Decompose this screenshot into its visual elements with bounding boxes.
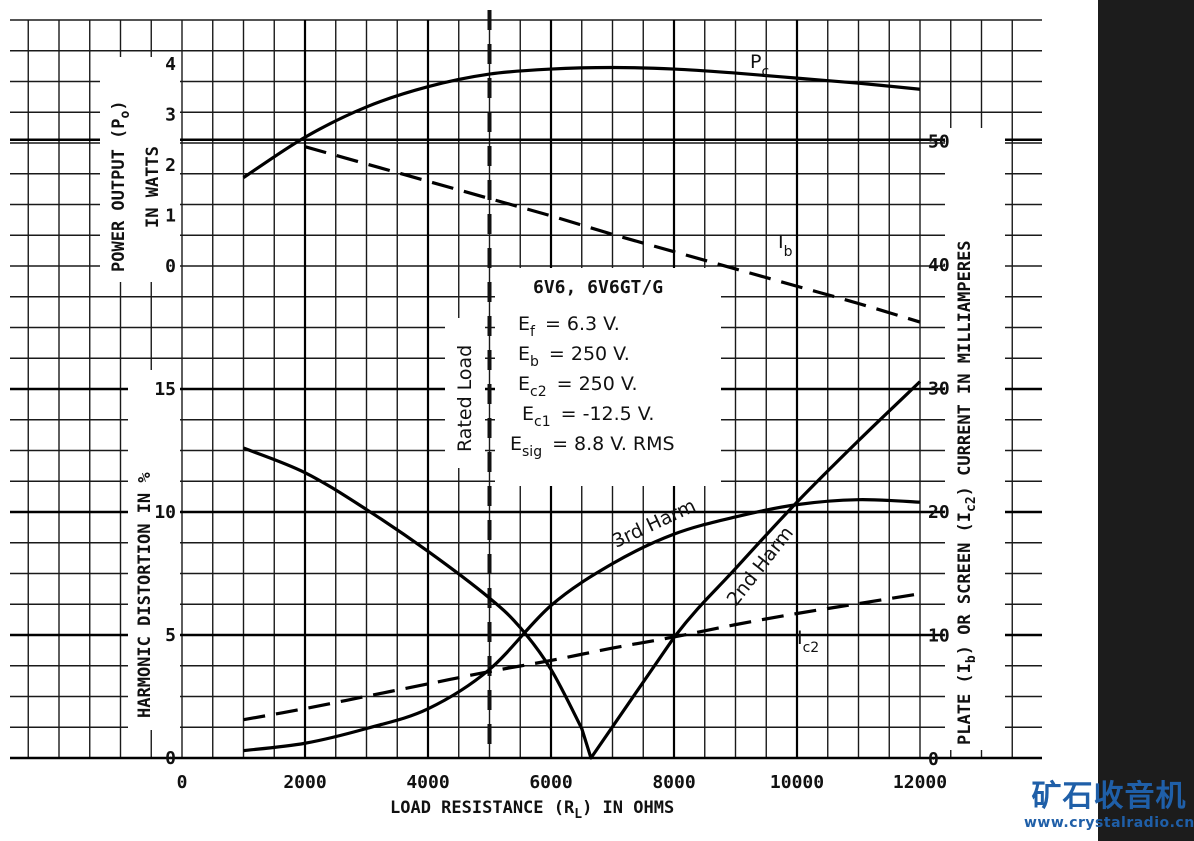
rated-load-label: Rated Load	[454, 345, 476, 452]
current-tick-label: 30	[928, 379, 950, 400]
dark-sidebar	[1098, 0, 1194, 841]
power-axis-title-line1: POWER OUTPUT (Po)	[109, 100, 133, 272]
distortion-tick-label: 5	[165, 625, 176, 646]
x-tick-label: 12000	[893, 772, 947, 793]
x-tick-labels: 0 2000 4000 6000 8000 10000 12000	[177, 772, 948, 793]
power-tick-label: 2	[165, 155, 176, 176]
legend-line: Eb = 250 V.	[518, 343, 630, 370]
current-tick-label: 0	[928, 749, 939, 770]
power-tick-labels: 0 1 2 3 4	[165, 54, 176, 277]
legend-line: Esig = 8.8 V. RMS	[510, 433, 675, 460]
ib-label: Ib	[778, 231, 793, 260]
current-label-panel	[945, 128, 1005, 750]
x-axis-label-panel	[370, 790, 750, 823]
x-tick-label: 0	[177, 772, 188, 793]
legend-line: Ef = 6.3 V.	[518, 313, 620, 340]
third-harm-curve	[243, 498, 921, 753]
x-tick-label: 8000	[652, 772, 695, 793]
curves	[242, 65, 922, 760]
second-harm-curve	[242, 380, 922, 760]
chart: 0 2000 4000 6000 8000 10000 12000 0 1 2 3 4 0 5 10 15…	[10, 10, 1042, 823]
legend-box	[495, 268, 721, 486]
watermark-logo: 矿石收音机 www.crystalradio.cn	[1024, 780, 1194, 832]
current-tick-label: 20	[928, 502, 950, 523]
power-tick-label: 0	[165, 256, 176, 277]
ic2-curve	[243, 592, 921, 722]
power-tick-label: 1	[165, 206, 176, 227]
second-harm-label: 2nd Harm	[723, 522, 798, 610]
watermark-url: www.crystalradio.cn	[1024, 815, 1194, 831]
current-tick-labels: 0 10 20 30 40 50	[928, 132, 950, 771]
power-axis-title-line2: IN WATTS	[143, 146, 163, 228]
current-tick-label: 50	[928, 132, 950, 153]
x-tick-label: 6000	[529, 772, 572, 793]
power-tick-label: 3	[165, 105, 176, 126]
distortion-tick-label: 15	[154, 379, 176, 400]
watermark-chinese: 矿石收音机	[1031, 779, 1187, 814]
power-tick-label: 4	[165, 54, 176, 75]
rated-load-label-panel	[445, 318, 485, 468]
pc-label: Pc	[750, 51, 769, 80]
x-axis-title: LOAD RESISTANCE (RL) IN OHMS	[390, 798, 674, 822]
x-tick-label: 2000	[283, 772, 326, 793]
distortion-label-panel	[128, 370, 180, 730]
legend-title: 6V6, 6V6GT/G	[533, 277, 663, 298]
x-tick-label: 10000	[770, 772, 824, 793]
distortion-tick-label: 10	[154, 502, 176, 523]
current-tick-label: 10	[928, 626, 950, 647]
ib-curve	[304, 145, 921, 324]
power-label-panel	[100, 57, 180, 282]
current-tick-label: 40	[928, 255, 950, 276]
x-tick-label: 4000	[406, 772, 449, 793]
pc-curve	[242, 65, 921, 179]
distortion-axis-title: HARMONIC DISTORTION IN %	[135, 472, 155, 718]
legend-line: Ec2 = 250 V.	[518, 373, 637, 400]
ic2-label: Ic2	[797, 627, 819, 656]
current-axis-title: PLATE (Ib) OR SCREEN (Ic2) CURRENT IN MI…	[955, 240, 979, 745]
legend-lines: Ef = 6.3 V. Eb = 250 V. Ec2 = 250 V. Ec1 = -12.…	[510, 313, 675, 460]
distortion-tick-labels: 0 5 10 15	[154, 379, 176, 769]
legend-line: Ec1 = -12.5 V.	[522, 403, 654, 430]
distortion-tick-label: 0	[165, 748, 176, 769]
